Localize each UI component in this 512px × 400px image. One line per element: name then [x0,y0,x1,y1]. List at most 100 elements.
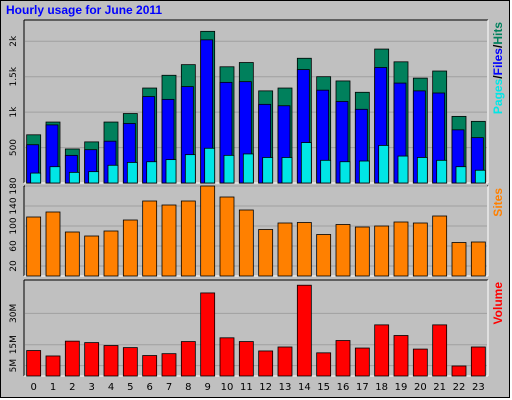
bar-pages-12 [262,157,274,184]
bar-sites-19 [393,221,409,277]
panel-background [24,20,488,183]
bar-sites-4 [103,230,119,277]
bar-volume-8 [180,341,196,377]
bar-volume-2 [64,340,80,377]
bar-pages-4 [107,164,119,184]
bar-volume-9 [200,292,216,377]
bar-sites-11 [238,209,254,277]
legend-pages: Pages [491,78,505,114]
bar-volume-7 [161,353,177,377]
bar-sites-13 [277,222,293,277]
bar-volume-20 [412,348,428,377]
bar-sites-7 [161,204,177,277]
bar-sites-6 [142,200,158,277]
x-tick-label: 6 [146,382,152,393]
x-tick-label: 14 [298,382,311,393]
x-tick-label: 5 [127,382,133,393]
legend-separator: / [491,44,505,48]
legend-label: Pages/Files/Hits [491,22,505,114]
bar-sites-22 [451,242,467,277]
bar-volume-4 [103,345,119,377]
bar-sites-5 [122,219,138,277]
bar-pages-10 [223,154,235,184]
y-tick-label: 1.5k [9,66,19,86]
bar-pages-6 [146,161,158,184]
x-tick-label: 10 [221,382,234,393]
x-tick-label: 1 [50,382,56,393]
bar-volume-3 [84,342,100,377]
y-tick-label: 30M [9,304,19,323]
bar-sites-15 [316,234,332,277]
bar-pages-9 [204,147,216,184]
y-tick-label: 100 [9,217,19,234]
bar-pages-22 [455,166,467,184]
bar-pages-17 [358,160,370,184]
legend-hits: Hits [491,22,505,45]
bar-volume-5 [122,347,138,377]
x-tick-label: 12 [259,382,272,393]
x-tick-label: 11 [240,382,253,393]
legend-files: Files [491,48,505,76]
y-tick-label: 20 [9,260,19,272]
x-tick-label: 13 [279,382,292,393]
bar-sites-8 [180,200,196,277]
bar-pages-16 [339,161,351,184]
bar-volume-10 [219,337,235,377]
y-tick-label: 5M [9,359,19,373]
x-tick-label: 23 [472,382,485,393]
bar-sites-1 [45,211,61,277]
bar-volume-21 [432,324,448,377]
bar-volume-14 [296,284,312,377]
x-tick-label: 2 [69,382,75,393]
bar-sites-0 [26,216,42,277]
bar-pages-14 [300,142,312,184]
bar-pages-23 [474,169,486,184]
bar-pages-18 [378,145,390,184]
y-tick-label: 1k [9,106,19,118]
x-tick-label: 22 [453,382,466,393]
bar-pages-20 [416,157,428,184]
x-tick-label: 7 [166,382,172,393]
legend-label: Sites [491,188,505,217]
bar-pages-7 [165,159,177,184]
bar-volume-22 [451,365,467,377]
legend-label: Volume [491,282,505,325]
bar-sites-21 [432,215,448,277]
bar-pages-5 [126,162,138,184]
x-tick-label: 16 [337,382,350,393]
bar-pages-11 [242,153,254,184]
bar-pages-8 [184,154,196,184]
x-tick-label: 21 [433,382,446,393]
bar-pages-1 [49,166,61,184]
x-tick-label: 0 [30,382,36,393]
bar-pages-13 [281,157,293,184]
bar-volume-15 [316,352,332,377]
bar-sites-10 [219,196,235,277]
x-tick-label: 3 [88,382,94,393]
bar-volume-17 [354,347,370,377]
x-tick-label: 9 [204,382,210,393]
x-tick-label: 8 [185,382,191,393]
y-tick-label: 15M [9,335,19,354]
bar-volume-12 [258,350,274,377]
bar-volume-18 [374,324,390,377]
panel-background [24,280,488,376]
legend-sites: Sites [491,188,505,217]
x-tick-label: 17 [356,382,369,393]
x-tick-label: 20 [414,382,427,393]
bar-pages-21 [436,159,448,184]
bar-volume-0 [26,350,42,377]
bar-pages-2 [68,171,80,184]
bar-sites-20 [412,222,428,277]
bar-pages-19 [397,155,409,184]
x-tick-label: 4 [108,382,114,393]
bar-pages-15 [320,159,332,184]
y-tick-label: 2k [9,35,19,47]
y-tick-label: 500 [9,139,19,156]
bar-volume-23 [470,346,486,377]
bar-sites-2 [64,231,80,277]
bar-sites-16 [335,224,351,277]
bar-pages-0 [30,172,42,184]
bar-sites-23 [470,241,486,277]
